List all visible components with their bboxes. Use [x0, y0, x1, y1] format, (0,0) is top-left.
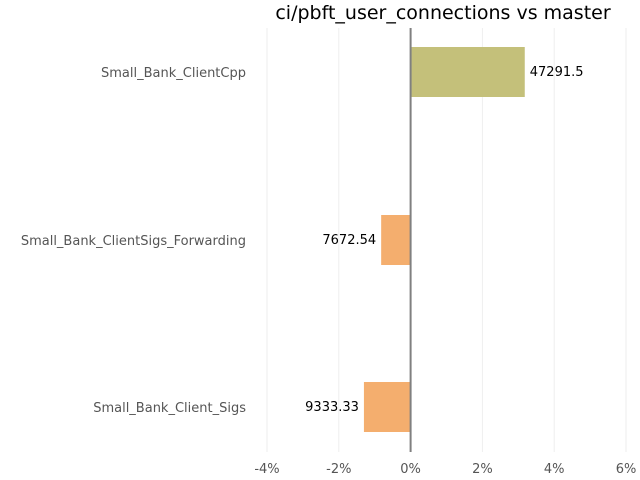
x-tick-label: 0% — [400, 462, 421, 477]
chart-title: ci/pbft_user_connections vs master — [275, 2, 610, 24]
bar — [410, 47, 525, 97]
data-label: 9333.33 — [305, 400, 359, 415]
bar — [363, 382, 411, 432]
x-tick-label: 4% — [544, 462, 565, 477]
data-label: 7672.54 — [322, 233, 376, 248]
data-label: 47291.5 — [530, 65, 584, 80]
labels-layer: Small_Bank_ClientCpp 47291.5 Small_Bank_Cl… — [21, 65, 584, 416]
x-tick-label: 2% — [472, 462, 493, 477]
category-label: Small_Bank_Client_Sigs — [93, 401, 246, 416]
bar — [381, 215, 411, 265]
x-tick-label: -2% — [326, 462, 351, 477]
x-tick-label: 6% — [616, 462, 637, 477]
x-axis-ticks: -4% -2% 0% 2% 4% 6% — [254, 462, 636, 477]
category-label: Small_Bank_ClientCpp — [101, 66, 246, 81]
category-label: Small_Bank_ClientSigs_Forwarding — [21, 234, 246, 249]
x-tick-label: -4% — [254, 462, 279, 477]
bars-layer — [363, 47, 525, 432]
